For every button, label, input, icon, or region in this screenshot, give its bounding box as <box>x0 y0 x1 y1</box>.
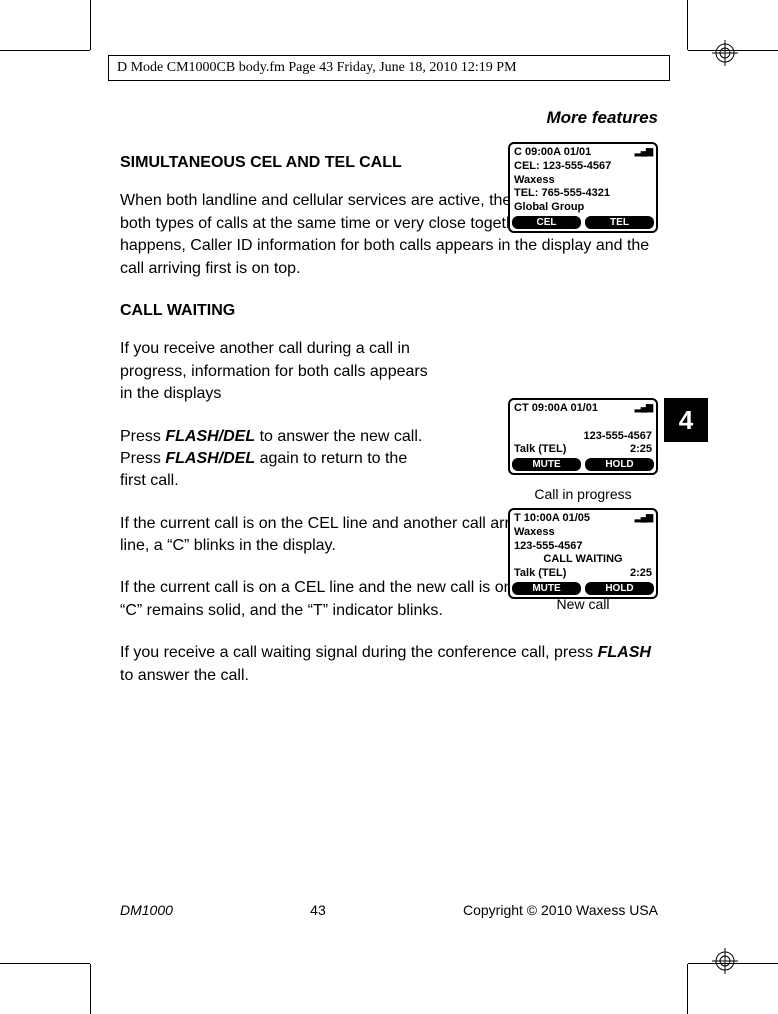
lcd-group: Global Group <box>514 201 652 215</box>
paragraph: If you receive a call waiting signal dur… <box>120 642 658 687</box>
caption-new-call: New call <box>508 596 658 612</box>
lcd-status: CT 09:00A 01/01 <box>514 402 598 414</box>
crop-mark <box>687 964 688 1014</box>
softkey-mute: MUTE <box>512 582 581 595</box>
softkey-cel: CEL <box>512 216 581 229</box>
heading-simultaneous: SIMULTANEOUS CEL AND TEL CALL <box>120 152 432 174</box>
text: to answer the call. <box>120 667 249 684</box>
softkey-mute: MUTE <box>512 458 581 471</box>
heading-call-waiting: CALL WAITING <box>120 300 658 322</box>
signal-icon: ▂▄▆ <box>635 512 652 523</box>
lcd-call-waiting: CALL WAITING <box>514 553 652 567</box>
text: If you receive a call waiting signal dur… <box>120 644 598 661</box>
lcd-number: 123-555-4567 <box>514 540 652 554</box>
text: Press <box>120 428 165 445</box>
lcd-number: 123-555-4567 <box>514 430 652 444</box>
crop-mark <box>90 964 91 1014</box>
footer-page-number: 43 <box>173 902 463 918</box>
key-flash: FLASH <box>598 644 651 661</box>
lcd-screen-in-progress: CT 09:00A 01/01 ▂▄▆ 123-555-4567 Talk (TE… <box>508 398 658 475</box>
section-tab: 4 <box>664 398 708 442</box>
registration-mark-icon <box>712 948 738 974</box>
lcd-timer: 2:25 <box>630 567 652 581</box>
lcd-screen-simultaneous: C 09:00A 01/01 ▂▄▆ CEL: 123-555-4567 Waxe… <box>508 142 658 233</box>
key-flash-del: FLASH/DEL <box>165 450 255 467</box>
crop-mark <box>0 50 90 51</box>
lcd-blank <box>514 416 652 430</box>
crop-mark <box>90 0 91 50</box>
caption-call-in-progress: Call in progress <box>508 486 658 502</box>
lcd-screen-new-call: T 10:00A 01/05 ▂▄▆ Waxess 123-555-4567 CA… <box>508 508 658 599</box>
running-head: More features <box>120 108 658 128</box>
lcd-tel-number: TEL: 765-555-4321 <box>514 187 652 201</box>
signal-icon: ▂▄▆ <box>635 146 652 157</box>
lcd-talk-label: Talk (TEL) <box>514 567 566 581</box>
lcd-status: T 10:00A 01/05 <box>514 512 590 524</box>
crop-mark <box>687 0 688 50</box>
lcd-caller-name: Waxess <box>514 174 652 188</box>
crop-mark <box>0 963 90 964</box>
paragraph: If you receive another call during a cal… <box>120 338 432 405</box>
registration-mark-icon <box>712 40 738 66</box>
lcd-talk-label: Talk (TEL) <box>514 443 566 457</box>
lcd-caller-name: Waxess <box>514 526 652 540</box>
footer-model: DM1000 <box>120 902 173 918</box>
softkey-hold: HOLD <box>585 458 654 471</box>
page-footer: DM1000 43 Copyright © 2010 Waxess USA <box>120 902 658 918</box>
softkey-tel: TEL <box>585 216 654 229</box>
frame-header: D Mode CM1000CB body.fm Page 43 Friday, … <box>108 55 670 81</box>
softkey-hold: HOLD <box>585 582 654 595</box>
lcd-status: C 09:00A 01/01 <box>514 146 591 158</box>
lcd-cel-number: CEL: 123-555-4567 <box>514 160 652 174</box>
key-flash-del: FLASH/DEL <box>165 428 255 445</box>
footer-copyright: Copyright © 2010 Waxess USA <box>463 902 658 918</box>
signal-icon: ▂▄▆ <box>635 402 652 413</box>
lcd-timer: 2:25 <box>630 443 652 457</box>
paragraph: Press FLASH/DEL to answer the new call. … <box>120 426 432 493</box>
